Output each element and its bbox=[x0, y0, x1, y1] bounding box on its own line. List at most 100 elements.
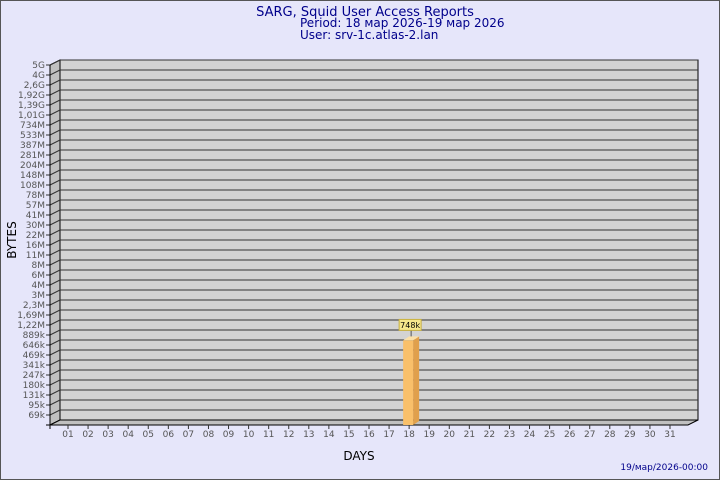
x-tick-label: 23 bbox=[504, 430, 515, 440]
y-tick-label: 78M bbox=[26, 191, 45, 201]
x-tick-label: 10 bbox=[243, 430, 255, 440]
x-tick-label: 20 bbox=[444, 430, 456, 440]
y-tick-label: 2,6G bbox=[24, 81, 45, 91]
chart-subtitle: Period: 18 мар 2026-19 мар 2026 bbox=[300, 16, 505, 30]
grid-line-side bbox=[49, 99, 61, 106]
x-tick-label: 07 bbox=[183, 430, 194, 440]
x-tick-label: 03 bbox=[102, 430, 113, 440]
y-tick-label: 247k bbox=[23, 371, 46, 381]
y-tick-label: 11M bbox=[26, 251, 45, 261]
x-tick-label: 26 bbox=[564, 430, 576, 440]
grid-line-side bbox=[49, 209, 61, 216]
y-tick-label: 57M bbox=[26, 201, 45, 211]
x-tick-label: 12 bbox=[283, 430, 294, 440]
grid-line-side bbox=[49, 59, 61, 66]
x-tick-label: 05 bbox=[143, 430, 154, 440]
x-axis-label: DAYS bbox=[343, 449, 374, 463]
x-tick-label: 19 bbox=[423, 430, 435, 440]
x-tick-label: 28 bbox=[604, 430, 616, 440]
grid-line-side bbox=[49, 289, 61, 296]
y-tick-label: 1,69M bbox=[17, 311, 45, 321]
x-tick-label: 11 bbox=[263, 430, 274, 440]
x-tick-label: 06 bbox=[163, 430, 175, 440]
y-tick-label: 131k bbox=[23, 391, 46, 401]
grid-line-side bbox=[49, 239, 61, 246]
y-tick-label: 1,92G bbox=[18, 91, 45, 101]
grid-line-side bbox=[49, 359, 61, 366]
y-tick-label: 3M bbox=[32, 291, 46, 301]
grid-line-side bbox=[49, 179, 61, 186]
x-tick-label: 09 bbox=[223, 430, 235, 440]
chart-user: User: srv-1c.atlas-2.lan bbox=[300, 28, 438, 42]
y-tick-label: 4M bbox=[32, 281, 46, 291]
grid-line-side bbox=[49, 69, 61, 76]
bar-18 bbox=[403, 340, 414, 425]
y-tick-label: 889k bbox=[23, 331, 46, 341]
y-axis-label: BYTES bbox=[5, 221, 19, 258]
y-tick-label: 734M bbox=[20, 121, 45, 131]
y-tick-label: 1,01G bbox=[18, 111, 45, 121]
grid-line-side bbox=[49, 159, 61, 166]
grid-line-side bbox=[49, 399, 61, 406]
grid-line-side bbox=[49, 219, 61, 226]
grid-line-side bbox=[49, 189, 61, 196]
y-tick-label: 341k bbox=[23, 361, 46, 371]
grid-line-side bbox=[49, 299, 61, 306]
bar-top-18 bbox=[403, 336, 420, 341]
x-tick-label: 02 bbox=[82, 430, 93, 440]
grid-line-side bbox=[49, 129, 61, 136]
y-tick-label: 69k bbox=[28, 411, 45, 421]
grid-line-side bbox=[49, 79, 61, 86]
y-tick-label: 41M bbox=[26, 211, 45, 221]
grid-line-side bbox=[49, 169, 61, 176]
y-tick-label: 5G bbox=[32, 61, 45, 71]
x-tick-label: 18 bbox=[403, 430, 415, 440]
grid-line-side bbox=[49, 119, 61, 126]
x-tick-label: 13 bbox=[303, 430, 314, 440]
bar-label-box bbox=[398, 318, 422, 331]
y-tick-label: 95k bbox=[28, 401, 45, 411]
grid-line-side bbox=[49, 249, 61, 256]
footer-date: 19/мар/2026-00:00 bbox=[620, 463, 708, 473]
grid-line-side bbox=[49, 259, 61, 266]
y-tick-label: 204M bbox=[20, 161, 45, 171]
y-tick-label: 2,3M bbox=[23, 301, 45, 311]
y-tick-label: 148M bbox=[20, 171, 45, 181]
y-tick-label: 6M bbox=[32, 271, 46, 281]
bar-side-18 bbox=[413, 336, 420, 425]
y-tick-label: 281M bbox=[20, 151, 45, 161]
grid-line-side bbox=[49, 349, 61, 356]
grid-line-side bbox=[49, 389, 61, 396]
y-tick-label: 533M bbox=[20, 131, 45, 141]
x-tick-label: 04 bbox=[122, 430, 134, 440]
x-tick-label: 01 bbox=[62, 430, 73, 440]
y-tick-label: 16M bbox=[26, 241, 45, 251]
chart-title: SARG, Squid User Access Reports bbox=[256, 5, 474, 20]
grid-line-side bbox=[49, 339, 61, 346]
y-tick-label: 469k bbox=[23, 351, 46, 361]
grid-line-side bbox=[49, 139, 61, 146]
y-tick-label: 4G bbox=[32, 71, 45, 81]
y-tick-label: 180k bbox=[23, 381, 46, 391]
x-tick-label: 14 bbox=[323, 430, 335, 440]
grid-line-side bbox=[49, 89, 61, 96]
y-tick-label: 8M bbox=[32, 261, 46, 271]
grid-line-side bbox=[49, 319, 61, 326]
x-tick-label: 15 bbox=[343, 430, 354, 440]
x-tick-label: 29 bbox=[624, 430, 636, 440]
x-tick-label: 30 bbox=[644, 430, 656, 440]
grid-line-side bbox=[49, 199, 61, 206]
x-tick-label: 21 bbox=[464, 430, 475, 440]
y-tick-label: 1,39G bbox=[18, 101, 45, 111]
grid-line-side bbox=[49, 279, 61, 286]
x-tick-label: 08 bbox=[203, 430, 215, 440]
y-tick-label: 1,22M bbox=[17, 321, 45, 331]
y-tick-label: 108M bbox=[20, 181, 45, 191]
grid-line-side bbox=[49, 369, 61, 376]
grid-line-side bbox=[49, 149, 61, 156]
x-tick-label: 16 bbox=[363, 430, 375, 440]
y-tick-label: 30M bbox=[26, 221, 45, 231]
plot-floor bbox=[49, 419, 699, 426]
grid-line-side bbox=[49, 269, 61, 276]
